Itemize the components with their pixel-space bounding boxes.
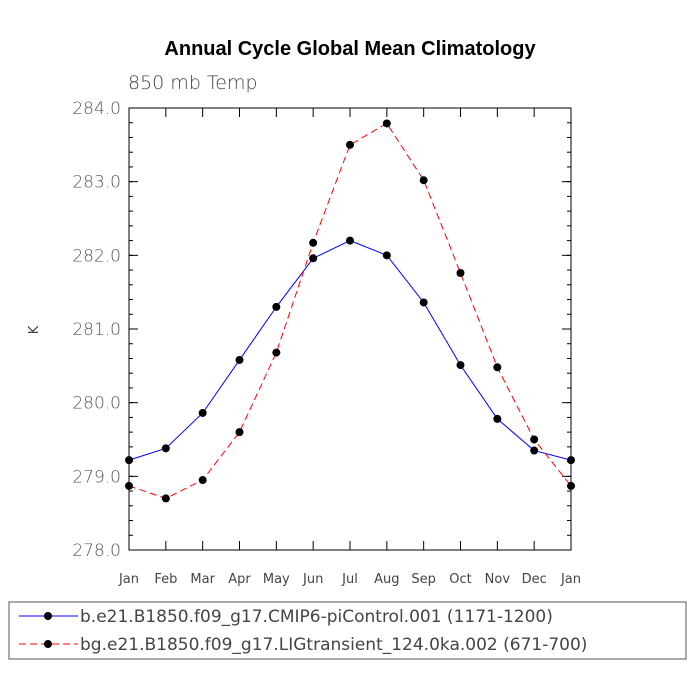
data-point	[161, 494, 170, 503]
data-point	[530, 435, 539, 444]
legend-entry-1: b.e21.B1850.f09_g17.CMIP6-piControl.001 …	[80, 607, 553, 627]
data-point	[567, 456, 575, 465]
data-point	[456, 361, 465, 370]
data-point	[419, 176, 428, 185]
legend-marker	[44, 640, 52, 648]
x-tick-label: Mar	[190, 572, 215, 587]
data-point	[419, 298, 428, 307]
x-tick-label: Oct	[449, 572, 471, 587]
data-point	[567, 481, 575, 490]
data-point	[382, 251, 391, 260]
x-tick-label: Jan	[560, 572, 581, 587]
data-point	[309, 238, 318, 247]
series-line-2	[128, 122, 572, 499]
x-tick-label: Dec	[522, 572, 547, 587]
y-tick-label: 281.0	[72, 320, 121, 340]
x-tick-label: Aug	[374, 572, 399, 587]
plot-area: 278.0 279.0 280.0 281.0 282.0 283.0 284.0 Jan Fe…	[72, 99, 581, 587]
y-tick-label: 284.0	[72, 99, 121, 119]
y-tick-label: 279.0	[72, 467, 121, 487]
data-point	[382, 119, 391, 128]
data-point	[125, 481, 133, 490]
x-tick-label: Nov	[485, 572, 511, 587]
legend-box	[8, 601, 687, 660]
data-point	[346, 236, 354, 245]
data-point	[198, 476, 207, 485]
series-line-1	[128, 240, 572, 461]
legend-entry-2: bg.e21.B1850.f09_g17.LIGtransient_124.0k…	[80, 635, 587, 655]
y-axis-label: K	[27, 325, 42, 334]
legend: b.e21.B1850.f09_g17.CMIP6-piControl.001 …	[8, 601, 687, 660]
data-point	[198, 408, 207, 417]
data-point	[235, 428, 244, 437]
x-tick-label: Feb	[154, 572, 177, 587]
x-tick-label: Sep	[411, 572, 436, 587]
data-point	[530, 446, 539, 455]
chart-subtitle: 850 mb Temp	[128, 72, 258, 94]
data-point	[456, 269, 465, 278]
y-tick-label: 280.0	[72, 394, 121, 414]
data-point	[493, 363, 502, 372]
data-point	[309, 254, 318, 263]
chart-title: Annual Cycle Global Mean Climatology	[164, 38, 536, 60]
x-tick-label: Jul	[341, 572, 358, 587]
x-tick-label: May	[263, 572, 290, 587]
data-point	[272, 302, 281, 311]
data-point	[161, 444, 170, 453]
legend-marker	[44, 612, 52, 620]
data-point	[272, 348, 281, 357]
x-tick-label: Jun	[302, 572, 323, 587]
data-point	[235, 355, 244, 364]
x-tick-label: Apr	[228, 572, 251, 587]
data-point	[493, 414, 502, 423]
y-tick-label: 282.0	[72, 246, 121, 266]
data-point	[346, 140, 354, 149]
y-tick-label: 283.0	[72, 173, 121, 193]
y-tick-label: 278.0	[72, 541, 121, 561]
data-point	[125, 456, 133, 465]
x-tick-label: Jan	[118, 572, 139, 587]
